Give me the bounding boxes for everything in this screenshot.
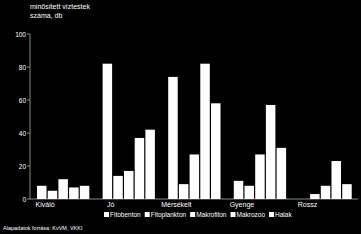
y-tick-label: 100	[15, 31, 26, 38]
legend-label: Makrofiton	[196, 211, 227, 218]
bar	[234, 181, 244, 199]
bar	[145, 130, 155, 199]
bar	[277, 148, 287, 199]
bars	[37, 64, 352, 199]
y-tick	[27, 100, 30, 101]
legend-swatch	[145, 212, 150, 217]
legend-label: Fitobenton	[110, 211, 141, 218]
bar	[168, 77, 178, 199]
y-tick-label: 0	[22, 196, 26, 203]
bar	[299, 199, 309, 200]
legend-label: Makrozoo	[237, 211, 266, 218]
y-tick	[27, 166, 30, 167]
x-tick-label: Mérsékelt	[161, 201, 191, 208]
y-axis-title: száma, db	[30, 12, 62, 19]
legend-swatch	[231, 212, 236, 217]
bar	[48, 191, 58, 199]
legend-swatch	[269, 212, 274, 217]
chart: minősített víztestek száma, db 0 20 40 60 80 10…	[0, 0, 361, 234]
bar	[113, 176, 123, 199]
y-tick	[27, 199, 30, 200]
y-tick	[27, 67, 30, 68]
bar	[179, 184, 189, 199]
legend-label: Fitoplankton	[151, 211, 187, 219]
bar	[124, 171, 134, 199]
y-axis-title: minősített víztestek	[30, 3, 90, 10]
y-tick-label: 40	[19, 130, 27, 137]
bar	[245, 186, 255, 199]
x-tick-label: Gyenge	[230, 201, 255, 209]
y-tick-label: 80	[19, 64, 27, 71]
source: Alapadatok forrása: KvVM, VKKI	[3, 225, 83, 231]
y-tick-label: 20	[19, 163, 27, 170]
bar	[266, 105, 276, 199]
bar	[255, 154, 265, 199]
x-tick-label: Jó	[107, 201, 115, 208]
bar	[80, 186, 90, 199]
legend-swatch	[104, 212, 109, 217]
legend-label: Halak	[275, 211, 292, 218]
y-tick-label: 60	[19, 97, 27, 104]
y-tick	[27, 133, 30, 134]
bar	[342, 184, 352, 199]
bar	[321, 186, 331, 199]
y-tick	[27, 34, 30, 35]
bar	[37, 186, 47, 199]
bar	[332, 161, 342, 199]
bar	[69, 187, 79, 199]
x-tick-label: Kiváló	[36, 201, 55, 208]
bar	[135, 138, 145, 199]
legend-swatch	[190, 212, 195, 217]
bar	[310, 194, 320, 199]
bar	[58, 179, 68, 199]
bar	[190, 154, 200, 199]
bar	[103, 64, 113, 199]
bar	[211, 103, 221, 199]
y-axis	[30, 34, 31, 199]
bar	[200, 64, 210, 199]
x-tick-label: Rossz	[298, 201, 318, 208]
